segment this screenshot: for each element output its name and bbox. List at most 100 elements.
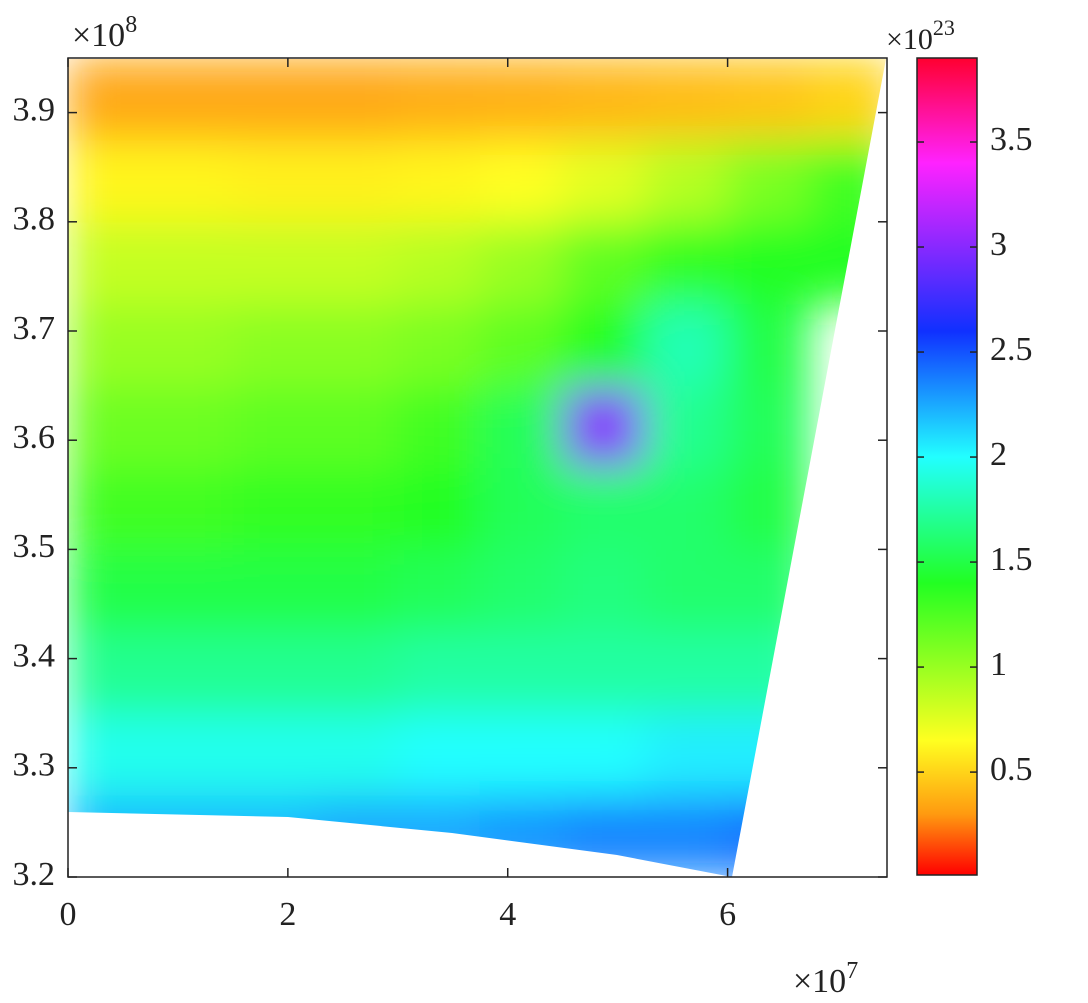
- heat-cell: [479, 385, 564, 468]
- colorbar-tick-label: 3: [990, 226, 1007, 263]
- y-exponent: ×108: [72, 12, 137, 54]
- colorbar-exponent: ×1023: [886, 15, 955, 56]
- heat-cell: [397, 385, 481, 468]
- colorbar-tick-label: 0.5: [990, 751, 1033, 788]
- y-tick-label: 3.9: [13, 91, 56, 128]
- heat-cell: [727, 712, 811, 796]
- heat-cell: [727, 467, 811, 550]
- heat-cell: [149, 548, 234, 632]
- colorbar-exponent-text: 23: [933, 15, 955, 40]
- heat-cell: [314, 59, 399, 141]
- heat-cell: [562, 139, 646, 223]
- heat-cell: [397, 139, 481, 223]
- heat-cell: [232, 139, 316, 223]
- heat-cell: [727, 221, 811, 305]
- x-tick-label: 2: [279, 896, 296, 933]
- heat-cell: [562, 303, 646, 387]
- heat-cell: [232, 548, 316, 632]
- heat-cell: [314, 712, 399, 796]
- heat-cell: [232, 221, 316, 305]
- heat-cell: [149, 221, 234, 305]
- heat-cell: [644, 467, 729, 550]
- heat-cell: [149, 139, 234, 223]
- heat-cell: [479, 221, 564, 305]
- heat-cell: [232, 712, 316, 796]
- heat-cell: [644, 139, 729, 223]
- heat-cell: [232, 303, 316, 387]
- heat-cell: [727, 794, 811, 877]
- heat-cell: [68, 794, 151, 877]
- heat-cell: [479, 467, 564, 550]
- heat-cell: [232, 385, 316, 468]
- heat-cell: [809, 221, 886, 305]
- heat-cell: [479, 630, 564, 714]
- heat-cell: [727, 630, 811, 714]
- heat-cell: [68, 467, 151, 550]
- heat-cell: [479, 59, 564, 141]
- heat-cell: [644, 630, 729, 714]
- y-exponent-text: 8: [125, 12, 137, 38]
- colorbar: [916, 57, 978, 876]
- heat-cell: [232, 794, 316, 877]
- axes-box: [67, 57, 888, 878]
- heat-cell: [809, 59, 886, 141]
- heat-cell: [479, 712, 564, 796]
- heat-cell: [314, 548, 399, 632]
- y-tick-label: 3.8: [13, 201, 56, 238]
- heat-cell: [232, 630, 316, 714]
- heat-cell: [397, 712, 481, 796]
- y-multiplier: ×10: [72, 17, 125, 54]
- heat-cell: [644, 221, 729, 305]
- colorbar-tick-label: 3.5: [990, 121, 1033, 158]
- heat-cell: [397, 59, 481, 141]
- heat-cell: [232, 467, 316, 550]
- heat-cell: [479, 548, 564, 632]
- heat-cell: [727, 139, 811, 223]
- heat-cell: [562, 712, 646, 796]
- y-tick-label: 3.2: [13, 856, 56, 893]
- heat-cell: [562, 794, 646, 877]
- heat-cell: [562, 467, 646, 550]
- heat-cell: [562, 221, 646, 305]
- heat-cell: [68, 59, 151, 141]
- heat-cell: [727, 548, 811, 632]
- heat-cell: [644, 794, 729, 877]
- x-tick-label: 6: [719, 896, 736, 933]
- heat-cell: [314, 385, 399, 468]
- colorbar-tick-label: 2: [990, 436, 1007, 473]
- heat-cell: [149, 467, 234, 550]
- cells: [68, 59, 886, 877]
- heat-cell: [644, 712, 729, 796]
- heat-cell: [397, 794, 481, 877]
- heat-cell: [644, 303, 729, 387]
- heat-cell: [314, 303, 399, 387]
- colorbar-tick-label: 2.5: [990, 331, 1033, 368]
- heat-cell: [68, 712, 151, 796]
- heat-cell: [727, 385, 811, 468]
- field: [68, 59, 886, 877]
- x-tick-label: 0: [60, 896, 77, 933]
- heat-cell: [644, 548, 729, 632]
- heat-cell: [397, 630, 481, 714]
- heat-cell: [149, 303, 234, 387]
- x-exponent-text: 7: [846, 958, 858, 984]
- heat-cell: [68, 221, 151, 305]
- heat-cell: [314, 221, 399, 305]
- heat-cell: [562, 630, 646, 714]
- heat-cell: [479, 794, 564, 877]
- heat-cell: [727, 303, 811, 387]
- heat-cell: [644, 385, 729, 468]
- heat-cell: [314, 467, 399, 550]
- heat-cell: [149, 630, 234, 714]
- heat-cell: [68, 139, 151, 223]
- heat-cell: [397, 467, 481, 550]
- heat-cell: [68, 303, 151, 387]
- heat-cell: [68, 548, 151, 632]
- heat-cell: [68, 630, 151, 714]
- heat-cell: [727, 59, 811, 141]
- x-multiplier: ×10: [793, 963, 846, 998]
- heat-cell: [479, 303, 564, 387]
- heat-cell: [314, 630, 399, 714]
- heat-cell: [149, 712, 234, 796]
